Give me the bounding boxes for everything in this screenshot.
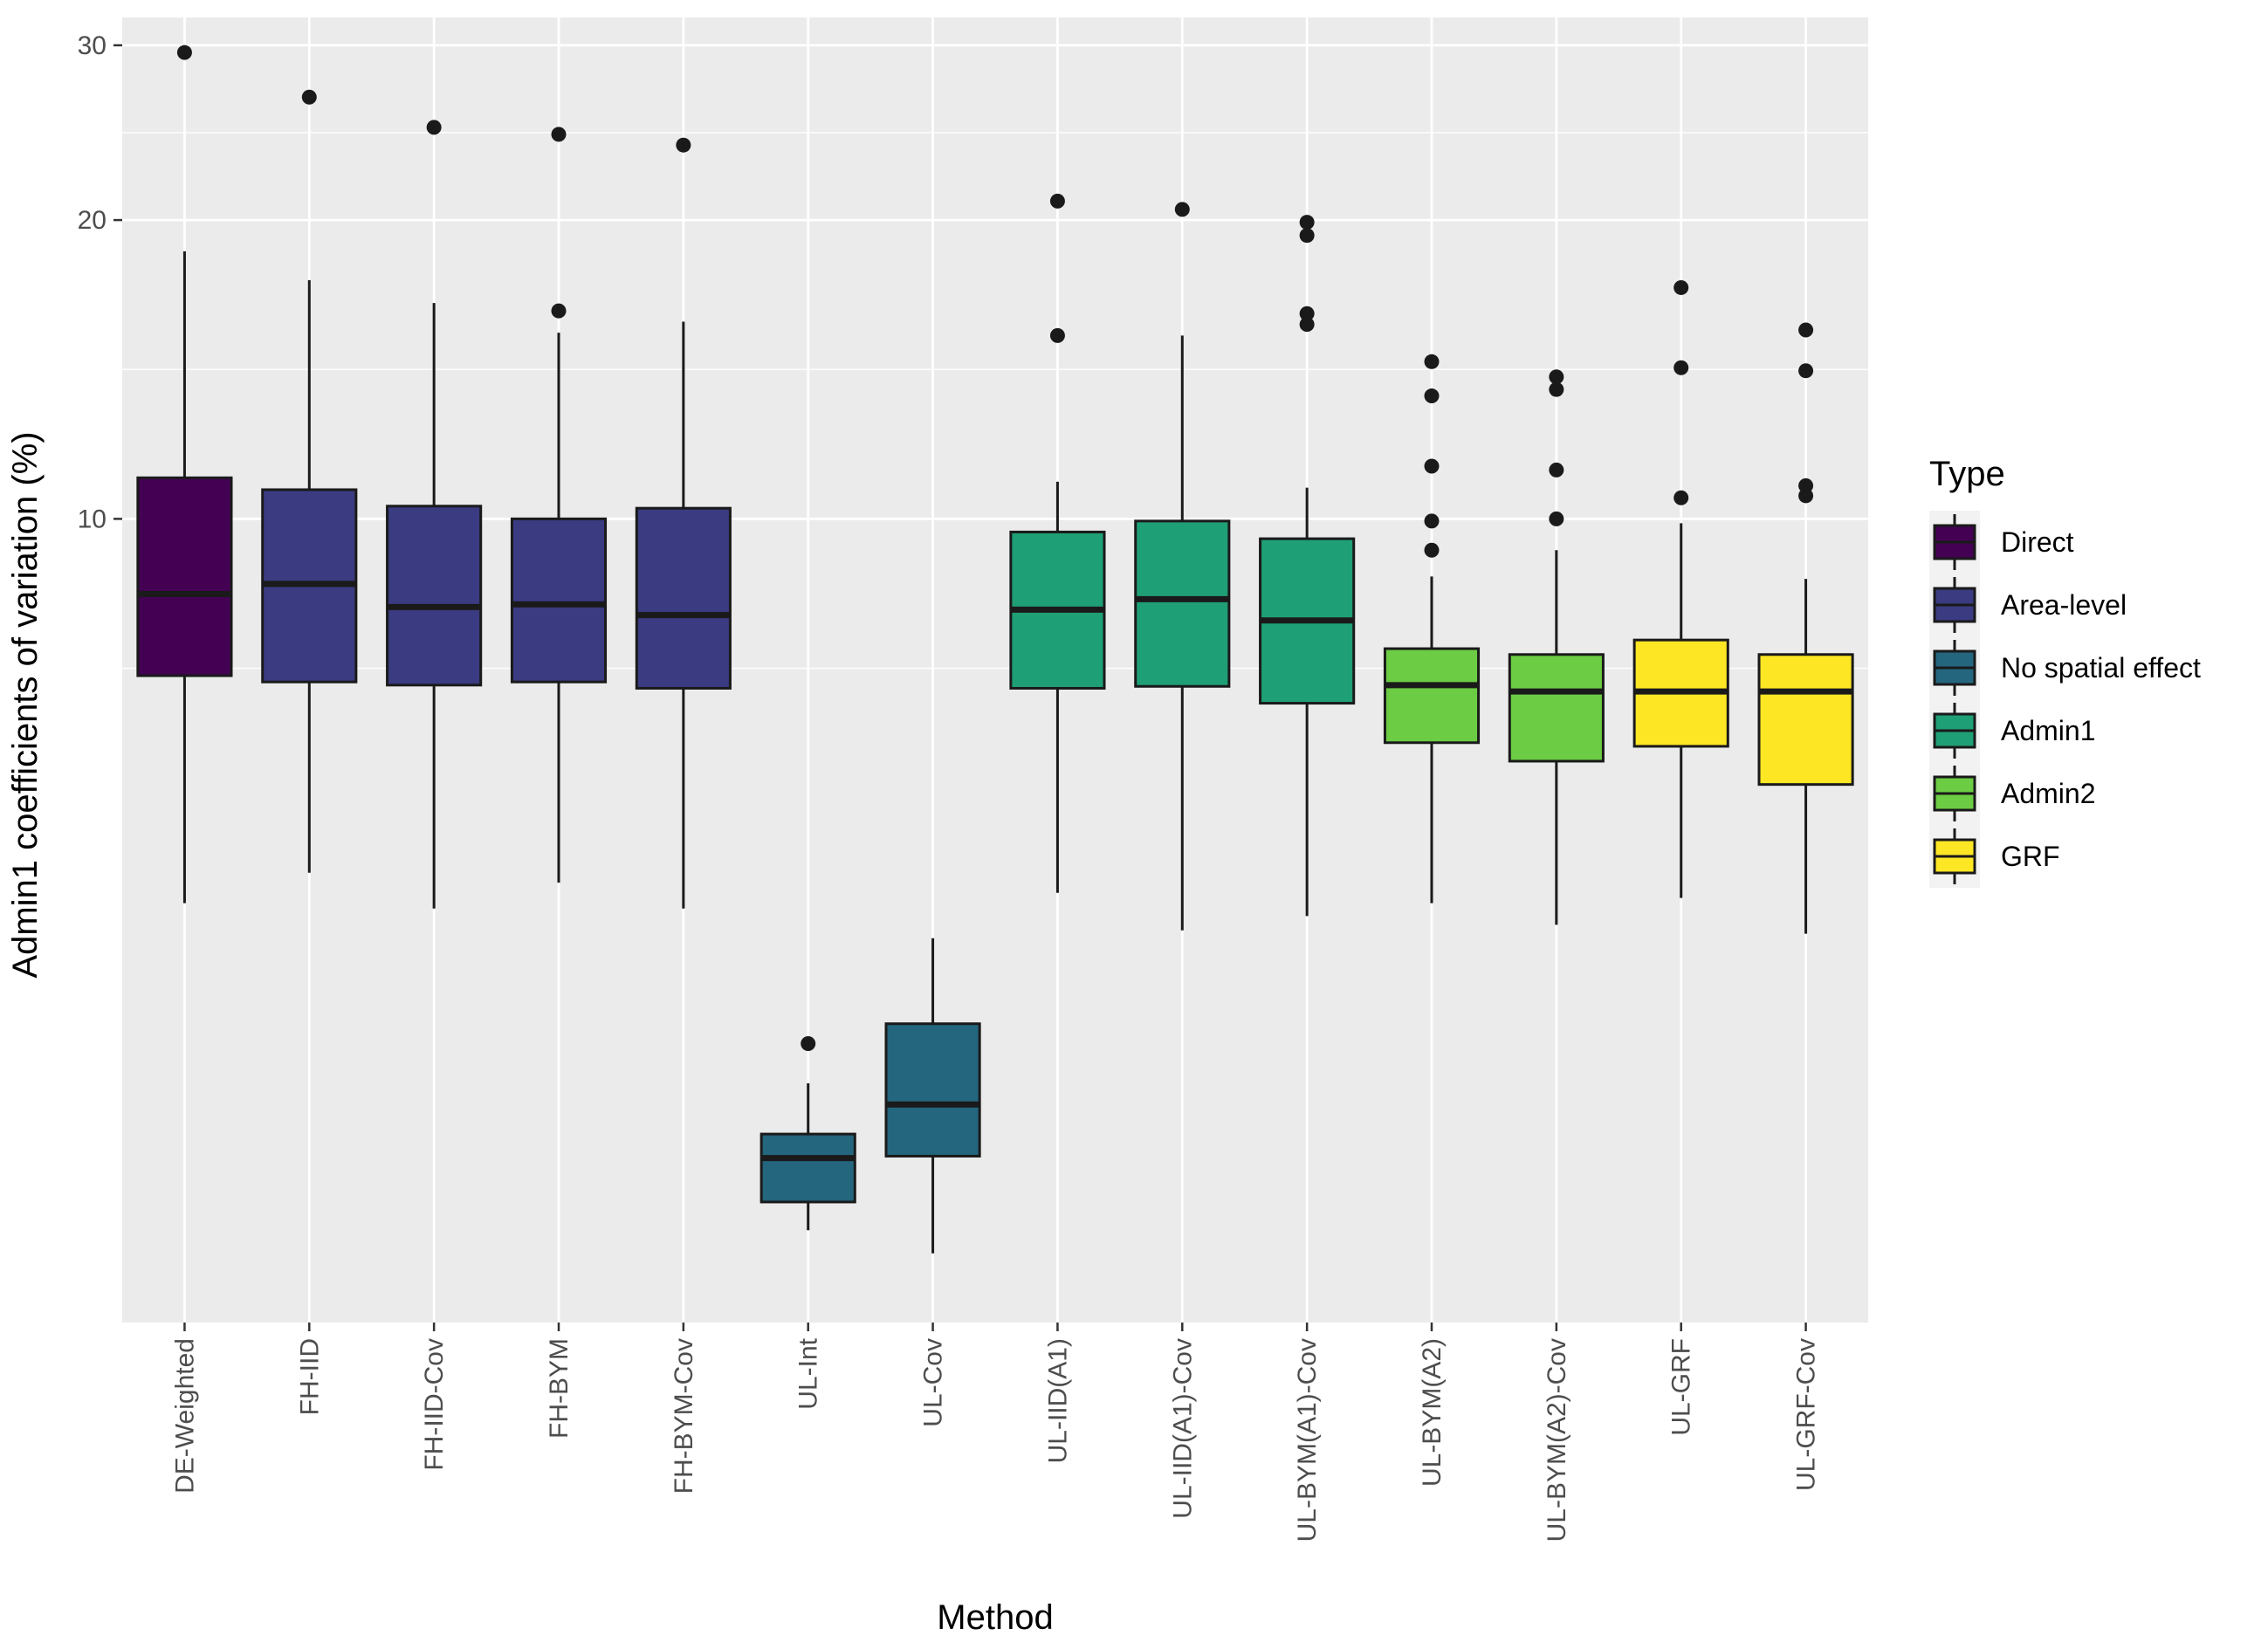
x-tick-label: FH-IID xyxy=(295,1338,324,1415)
box-iqr xyxy=(136,476,233,677)
outlier-point xyxy=(1798,322,1814,338)
y-tick-label: 30 xyxy=(78,31,107,60)
box-fh-bym-cov xyxy=(635,137,732,909)
box-ul-grf xyxy=(1632,279,1729,898)
outlier-point xyxy=(176,45,192,60)
legend-entry: Direct xyxy=(1929,511,2074,574)
legend-entry: Admin2 xyxy=(1929,762,2096,825)
outlier-point xyxy=(1549,381,1564,397)
x-axis-title: Method xyxy=(937,1598,1053,1637)
x-tick-label: UL-IID(A1) xyxy=(1043,1338,1072,1463)
outlier-point xyxy=(1299,317,1315,333)
box-ul-iid-a1 xyxy=(1009,193,1106,893)
x-tick-label: UL-BYM(A2)-Cov xyxy=(1543,1338,1571,1542)
outlier-point xyxy=(301,89,317,105)
x-tick-label: UL-BYM(A1)-Cov xyxy=(1293,1338,1322,1542)
outlier-point xyxy=(1798,488,1814,504)
outlier-point xyxy=(1798,363,1814,379)
y-tick-label: 20 xyxy=(78,206,107,235)
boxes-layer xyxy=(136,45,1854,1254)
box-ul-iid-a1-cov xyxy=(1134,202,1231,931)
outlier-point xyxy=(1424,542,1440,558)
legend-entry: No spatial effect xyxy=(1929,636,2201,699)
y-tick-label: 10 xyxy=(78,505,107,533)
legend-label: No spatial effect xyxy=(2001,652,2201,684)
box-iqr xyxy=(884,1022,981,1158)
outlier-point xyxy=(1424,458,1440,474)
x-tick-label: UL-Cov xyxy=(919,1338,948,1427)
box-iqr xyxy=(635,506,732,690)
box-ul-int xyxy=(759,1036,856,1231)
box-iqr xyxy=(759,1132,856,1204)
box-fh-iid-cov xyxy=(386,120,483,909)
box-ul-bym-a1-cov xyxy=(1259,215,1356,917)
outlier-point xyxy=(426,120,442,135)
box-ul-grf-cov xyxy=(1757,322,1854,934)
x-tick-label: UL-GRF-Cov xyxy=(1792,1338,1821,1491)
outlier-point xyxy=(676,137,691,153)
x-tick-label: UL-GRF xyxy=(1667,1338,1696,1436)
box-iqr xyxy=(1508,653,1605,763)
outlier-point xyxy=(1424,388,1440,404)
x-tick-label: UL-IID(A1)-Cov xyxy=(1168,1338,1197,1519)
box-ul-bym-a2-cov xyxy=(1508,369,1605,925)
outlier-point xyxy=(1174,202,1190,217)
outlier-point xyxy=(1549,369,1564,385)
box-ul-cov xyxy=(884,938,981,1254)
outlier-point xyxy=(801,1036,816,1052)
x-tick-label: DE-Weighted xyxy=(170,1338,199,1494)
legend-label: Admin2 xyxy=(2001,778,2096,809)
outlier-point xyxy=(1549,511,1564,526)
legend-label: Direct xyxy=(2001,526,2074,558)
outlier-point xyxy=(1299,228,1315,244)
outlier-point xyxy=(1049,193,1065,209)
legend-label: Admin1 xyxy=(2001,715,2096,746)
box-fh-iid xyxy=(261,89,358,873)
outlier-point xyxy=(1424,354,1440,369)
x-tick-label: FH-IID-Cov xyxy=(420,1338,449,1471)
outlier-point xyxy=(1299,306,1315,321)
outlier-point xyxy=(1424,513,1440,529)
box-ul-bym-a2 xyxy=(1383,354,1481,904)
box-iqr xyxy=(1757,653,1854,787)
outlier-point xyxy=(1674,279,1689,295)
x-tick-label: FH-BYM xyxy=(545,1338,574,1439)
box-iqr xyxy=(510,517,608,684)
legend-title: Type xyxy=(1929,455,2005,493)
legend-entry: Admin1 xyxy=(1929,699,2096,762)
box-iqr xyxy=(386,505,483,687)
outlier-point xyxy=(1299,215,1315,230)
x-tick-label: UL-BYM(A2) xyxy=(1418,1338,1447,1487)
outlier-point xyxy=(1674,360,1689,375)
x-axis: DE-Weighted FH-IID FH-IID-Cov FH-BYM FH-BYM-… xyxy=(170,1323,1821,1542)
legend-label: Area-level xyxy=(2001,589,2127,621)
outlier-point xyxy=(1549,462,1564,478)
y-axis-title: Admin1 coefficients of variation (%) xyxy=(6,431,45,978)
box-iqr xyxy=(1134,519,1231,688)
x-tick-label: FH-BYM-Cov xyxy=(670,1338,698,1494)
y-axis: 10 20 30 xyxy=(78,31,122,533)
legend: Type Direct Area-level No spatial effect Ad… xyxy=(1929,455,2201,888)
legend-entry: GRF xyxy=(1929,825,2060,888)
box-iqr xyxy=(1383,647,1481,745)
outlier-point xyxy=(1674,490,1689,505)
box-fh-bym xyxy=(510,127,608,883)
box-de-weighted xyxy=(136,45,233,904)
legend-entry: Area-level xyxy=(1929,574,2127,636)
outlier-point xyxy=(551,127,567,142)
plot-panel xyxy=(122,17,1868,1323)
outlier-point xyxy=(1049,327,1065,343)
legend-label: GRF xyxy=(2001,841,2060,872)
x-tick-label: UL-Int xyxy=(794,1337,823,1409)
outlier-point xyxy=(551,303,567,319)
